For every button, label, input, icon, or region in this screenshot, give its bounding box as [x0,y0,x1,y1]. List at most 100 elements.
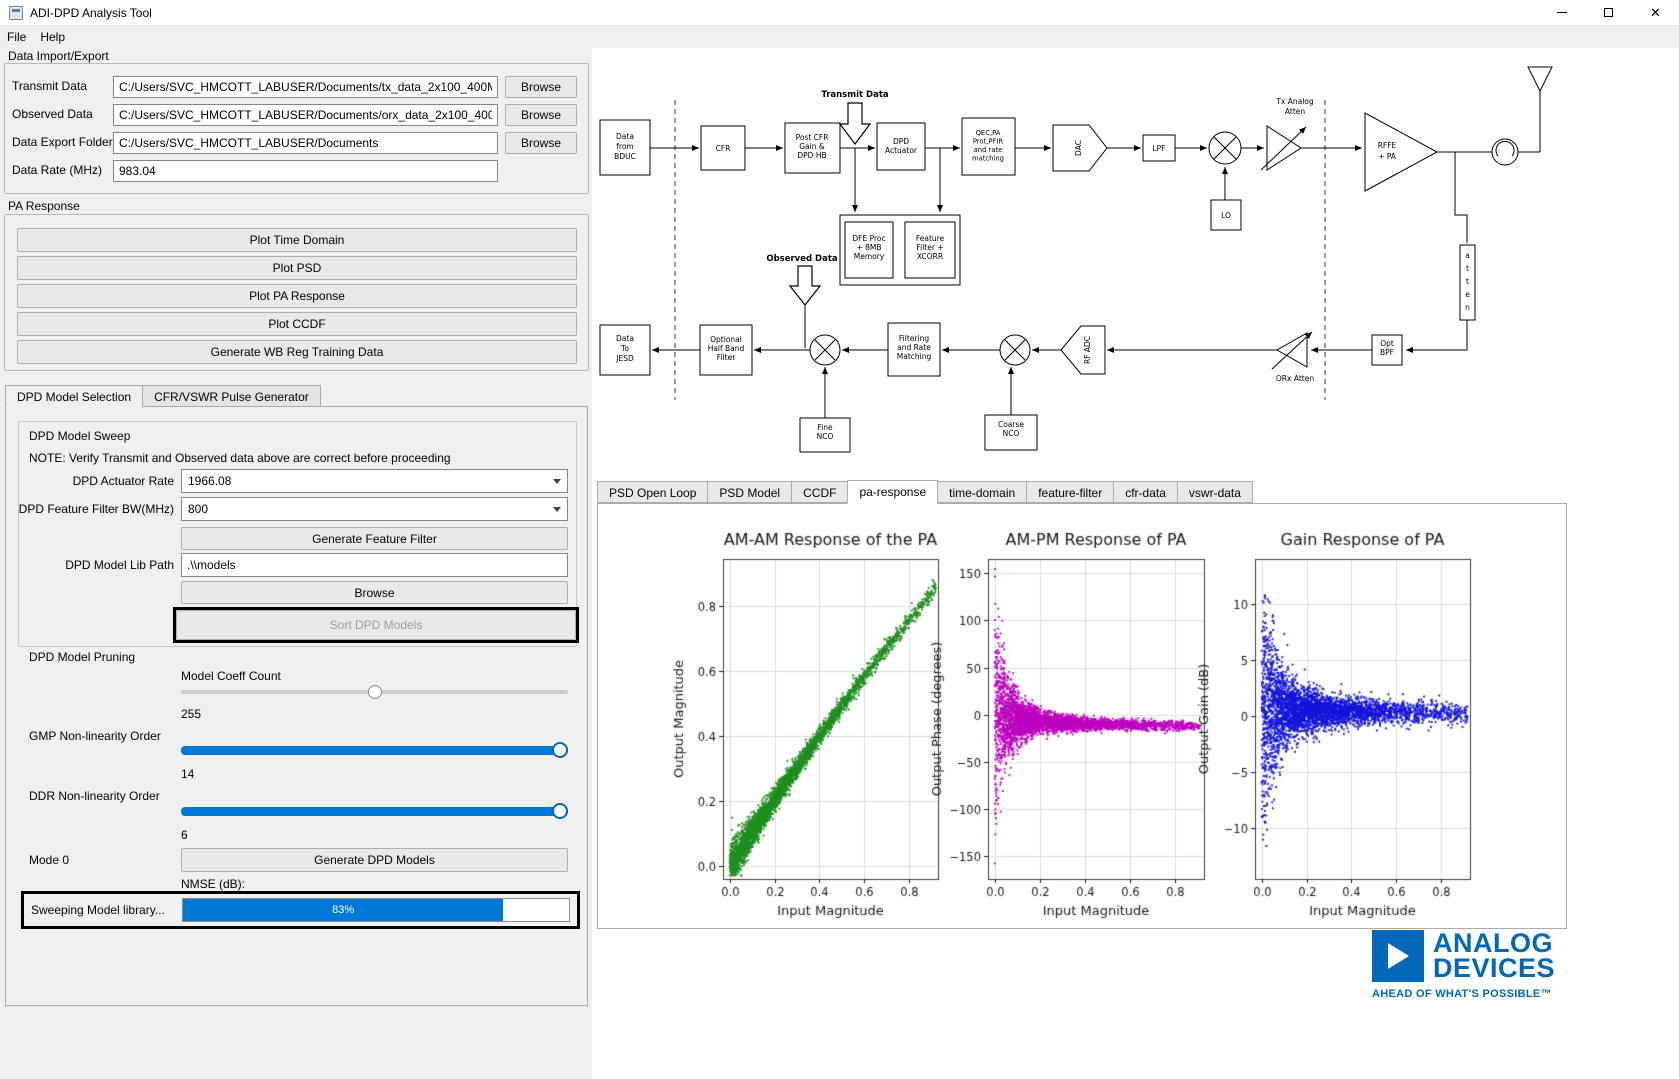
plot-tab-time-domain[interactable]: time-domain [937,481,1027,503]
lib-path-browse-button[interactable]: Browse [181,581,568,604]
actuator-rate-combobox[interactable]: 1966.08 [181,469,568,493]
window-title: ADI-DPD Analysis Tool [30,6,152,20]
observed-data-input[interactable] [113,104,498,126]
generate-feature-filter-button[interactable]: Generate Feature Filter [181,527,568,550]
diagram-nodes: DatafromBDUC CFR Post CFRGain &DPD HB DP… [600,67,1552,452]
antenna-icon [1528,67,1552,91]
sweep-note: NOTE: Verify Transmit and Observed data … [29,451,451,465]
sweep-status-label: Sweeping Model library... [31,903,165,917]
diagram-label-dfe-proc: DFE Proc+ 8MBMemory [852,234,885,261]
dpd-system-diagram: DatafromBDUC CFR Post CFRGain &DPD HB DP… [595,55,1575,465]
actuator-rate-value: 1966.08 [188,474,231,488]
plot-ccdf-button[interactable]: Plot CCDF [17,312,577,336]
minimize-button[interactable] [1538,0,1585,25]
coeff-count-label: Model Coeff Count [181,669,281,683]
nmse-label: NMSE (dB): [181,877,245,891]
generate-wb-reg-button[interactable]: Generate WB Reg Training Data [17,340,577,364]
menubar: File Help [0,26,1679,48]
sweep-progress-fill: 83% [183,899,503,921]
chevron-down-icon [553,479,561,484]
coeff-count-value: 255 [181,707,201,721]
sweep-progress-text: 83% [332,904,354,916]
diagram-label-data-from-bduc: DatafromBDUC [614,132,636,161]
diagram-label-tx-atten: Tx AnalogAtten [1275,97,1314,116]
plot-tab-psd-open-loop[interactable]: PSD Open Loop [597,481,708,503]
plot-tab-vswr-data[interactable]: vswr-data [1177,481,1253,503]
gmp-order-slider[interactable] [181,746,568,755]
data-rate-input[interactable] [113,160,498,182]
plot-tab-pa-response[interactable]: pa-response [847,480,938,504]
adi-tagline: AHEAD OF WHAT'S POSSIBLE™ [1372,988,1582,1000]
feature-bw-value: 800 [188,502,208,516]
menu-file[interactable]: File [0,28,33,46]
sort-models-highlight-box: Sort DPD Models [173,607,579,643]
minimize-icon [1557,12,1567,13]
ddr-order-value: 6 [181,828,188,842]
transmit-data-label: Transmit Data [12,79,87,93]
actuator-rate-label: DPD Actuator Rate [6,474,174,488]
feature-bw-combobox[interactable]: 800 [181,497,568,521]
plot-tab-ccdf[interactable]: CCDF [791,481,848,503]
diagram-amp-rffe-pa [1365,113,1437,191]
transmit-data-arrow-icon [840,103,870,144]
export-folder-browse-button[interactable]: Browse [505,132,577,154]
ddr-order-slider-handle[interactable] [552,803,568,819]
group-label-data-import-export: Data Import/Export [6,49,111,63]
pa-response-charts-canvas [597,503,1567,929]
coeff-count-slider-handle[interactable] [368,685,382,699]
plot-time-domain-button[interactable]: Plot Time Domain [17,228,577,252]
feature-bw-label: DPD Feature Filter BW(MHz) [6,502,174,516]
ddr-order-slider[interactable] [181,807,568,816]
app-icon [9,6,23,20]
lib-path-input[interactable] [181,553,568,577]
plot-tab-feature-filter[interactable]: feature-filter [1026,481,1114,503]
transmit-data-input[interactable] [113,76,498,98]
adi-logo-text: ANALOG DEVICES [1433,931,1555,981]
dpd-model-sweep-label: DPD Model Sweep [29,429,130,443]
tab-dpd-model-selection[interactable]: DPD Model Selection [5,385,143,408]
close-icon: ✕ [1650,6,1661,19]
adi-logo-mark [1372,930,1424,982]
coeff-count-slider[interactable] [181,690,568,694]
gmp-order-value: 14 [181,767,194,781]
observed-data-annotation: Observed Data [766,254,838,264]
menu-help[interactable]: Help [33,28,72,46]
window-controls: ✕ [1538,0,1679,25]
diagram-label-dac: DAC [1074,140,1083,156]
sort-dpd-models-button[interactable]: Sort DPD Models [176,610,576,640]
plot-tab-strip: PSD Open Loop PSD Model CCDF pa-response… [597,480,1252,503]
maximize-button[interactable] [1585,0,1632,25]
right-panel: DatafromBDUC CFR Post CFRGain &DPD HB DP… [592,48,1679,1079]
tab-cfr-vswr-generator[interactable]: CFR/VSWR Pulse Generator [142,385,321,407]
group-label-pa-response: PA Response [6,199,82,213]
observed-data-browse-button[interactable]: Browse [505,104,577,126]
close-button[interactable]: ✕ [1632,0,1679,25]
left-tab-strip: DPD Model Selection CFR/VSWR Pulse Gener… [5,384,320,407]
chevron-down-icon [553,507,561,512]
lib-path-label: DPD Model Lib Path [6,558,174,572]
adi-logo-line2: DEVICES [1433,956,1555,981]
plot-psd-button[interactable]: Plot PSD [17,256,577,280]
diagram-label-cfr: CFR [716,144,731,153]
diagram-label-lo: LO [1221,211,1231,220]
export-folder-input[interactable] [113,132,498,154]
diagram-label-fine-nco: FineNCO [817,423,834,441]
plot-tab-psd-model[interactable]: PSD Model [707,481,792,503]
observed-data-arrow-icon [790,266,820,305]
diagram-label-filtering: Filteringand RateMatching [897,334,932,361]
diagram-label-lpf: LPF [1152,144,1165,153]
plot-pa-response-button[interactable]: Plot PA Response [17,284,577,308]
diagram-label-rf-adc: RF ADC [1083,336,1092,364]
generate-dpd-models-button[interactable]: Generate DPD Models [181,848,568,872]
export-folder-label: Data Export Folder [12,135,113,149]
data-rate-label: Data Rate (MHz) [12,163,102,177]
transmit-data-browse-button[interactable]: Browse [505,76,577,98]
maximize-icon [1604,8,1613,17]
left-panel: Data Import/Export Transmit Data Browse … [0,48,592,1079]
transmit-data-annotation: Transmit Data [821,90,889,100]
gmp-order-slider-handle[interactable] [552,742,568,758]
titlebar: ADI-DPD Analysis Tool ✕ [0,0,1679,26]
adi-logo: ANALOG DEVICES AHEAD OF WHAT'S POSSIBLE™ [1372,930,1582,1000]
plot-tab-cfr-data[interactable]: cfr-data [1113,481,1178,503]
ddr-order-label: DDR Non-linearity Order [29,789,160,803]
